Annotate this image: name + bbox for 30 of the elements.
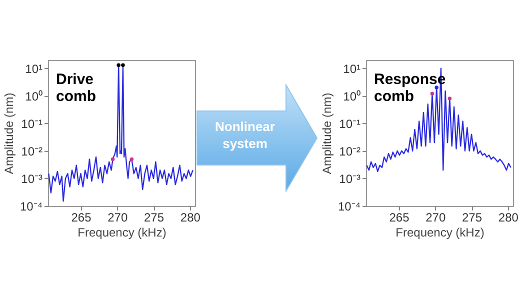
y-tick-label: 10⁻³ <box>21 172 43 186</box>
y-tick-label: 10⁻⁴ <box>338 200 360 214</box>
x-tick-label: 275 <box>144 210 164 224</box>
y-axis-title: Amplitude (nm) <box>320 92 334 174</box>
y-tick-label: 10¹ <box>343 62 361 76</box>
y-tick-label: 10⁰ <box>25 89 42 104</box>
point <box>448 96 452 100</box>
x-tick-label: 280 <box>180 210 201 224</box>
y-tick-label: 10⁻¹ <box>21 116 43 131</box>
y-tick-label: 10⁻⁴ <box>20 200 42 214</box>
line-series <box>48 64 194 202</box>
text: Nonlinear system <box>214 118 276 152</box>
y-tick-label: 10⁰ <box>343 89 360 104</box>
x-tick-label: 265 <box>389 210 410 224</box>
x-tick-label: 275 <box>462 210 482 224</box>
x-tick-label: 265 <box>71 210 92 224</box>
line-series <box>366 68 512 172</box>
y-tick-label: 10⁻¹ <box>339 116 361 131</box>
y-tick-label: 10⁻² <box>339 144 361 158</box>
y-tick-label: 10¹ <box>25 62 43 76</box>
x-tick-label: 270 <box>426 210 446 224</box>
y-axis-title: Amplitude (nm) <box>2 92 16 174</box>
x-tick-label: 270 <box>108 210 128 224</box>
y-tick-label: 10⁻³ <box>339 172 361 186</box>
x-tick-label: 280 <box>498 210 519 224</box>
y-tick-label: 10⁻² <box>21 144 43 158</box>
x-axis-title: Frequency (kHz) <box>78 226 166 240</box>
x-axis-title: Frequency (kHz) <box>396 226 484 240</box>
annotation: Drive comb <box>56 71 96 105</box>
point <box>430 92 434 96</box>
